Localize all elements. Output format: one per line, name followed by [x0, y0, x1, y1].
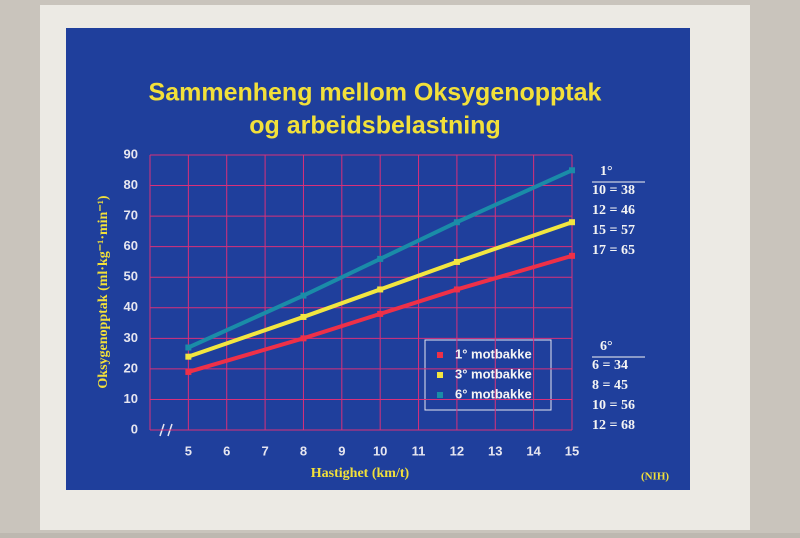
y-tick-label: 20 — [124, 360, 138, 375]
y-tick-label: 60 — [124, 238, 138, 253]
annotation-line: 6 = 34 — [592, 358, 628, 373]
data-point — [453, 286, 460, 293]
x-tick-label: 11 — [412, 443, 426, 458]
y-tick-label: 0 — [131, 421, 138, 436]
y-tick-label: 90 — [124, 146, 138, 161]
x-tick-label: 13 — [488, 443, 502, 458]
annotation-line: 17 = 65 — [592, 243, 635, 258]
data-point — [453, 258, 460, 265]
legend-label: 3° motbakke — [455, 366, 532, 381]
x-tick-label: 8 — [300, 443, 307, 458]
x-tick-label: 10 — [373, 443, 387, 458]
legend-swatch — [437, 392, 443, 398]
y-tick-label: 40 — [124, 299, 138, 314]
data-point — [185, 353, 192, 360]
data-point — [453, 219, 460, 226]
chart-title: og arbeidsbelastning — [249, 112, 500, 140]
y-tick-label: 10 — [124, 391, 138, 406]
x-tick-label: 9 — [338, 443, 345, 458]
data-point — [569, 167, 575, 174]
x-tick-label: 5 — [185, 443, 192, 458]
y-tick-label: 70 — [124, 208, 138, 223]
y-tick-label: 80 — [124, 177, 138, 192]
chart-title: Sammenheng mellom Oksygenopptak — [149, 79, 602, 107]
x-tick-label: 6 — [223, 443, 230, 458]
x-axis-label: Hastighet (km/t) — [311, 466, 410, 481]
data-point — [300, 292, 307, 299]
annotation-line: 8 = 45 — [592, 378, 628, 393]
data-point — [185, 368, 192, 375]
source: (NIH) — [641, 471, 669, 483]
y-axis-label: Oksygenopptak (ml·kg⁻¹·min⁻¹) — [96, 195, 111, 388]
annotation-line: 10 = 38 — [592, 183, 635, 198]
data-point — [569, 219, 575, 226]
data-point — [377, 310, 384, 317]
annotation-line: 12 = 68 — [592, 418, 635, 433]
annotation-heading: 1° — [600, 164, 613, 179]
y-tick-label: 30 — [124, 330, 138, 345]
annotation-line: 10 = 56 — [592, 398, 635, 413]
x-tick-label: 15 — [565, 443, 579, 458]
legend-label: 6° motbakke — [455, 386, 532, 401]
annotation-heading: 6° — [600, 339, 613, 354]
legend-swatch — [437, 372, 443, 378]
data-point — [569, 252, 575, 259]
annotation-line: 12 = 46 — [592, 203, 635, 218]
data-point — [377, 255, 384, 262]
data-point — [185, 344, 192, 351]
legend-box — [424, 339, 552, 411]
y-tick-label: 50 — [124, 269, 138, 284]
x-tick-label: 14 — [526, 443, 541, 458]
x-tick-label: 7 — [261, 443, 268, 458]
x-tick-label: 12 — [450, 443, 464, 458]
legend-label: 1° motbakke — [455, 346, 532, 361]
data-point — [300, 313, 307, 320]
data-point — [377, 286, 384, 293]
annotation-line: 15 = 57 — [592, 223, 635, 238]
data-point — [300, 335, 307, 342]
legend-swatch — [437, 352, 443, 358]
